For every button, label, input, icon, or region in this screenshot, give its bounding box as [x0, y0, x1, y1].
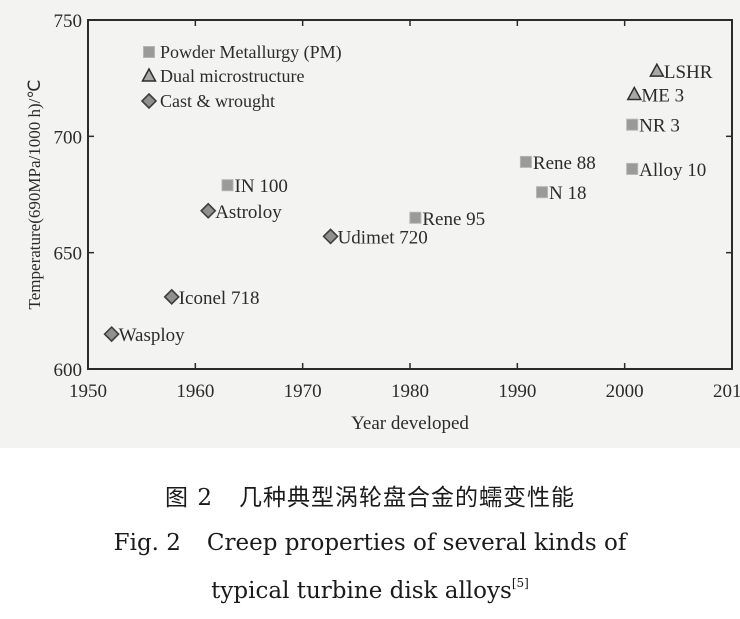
point-label: Udimet 720: [338, 227, 428, 248]
point-label: Rene 95: [422, 209, 485, 230]
point-marker-pm: [536, 186, 549, 199]
legend-marker-dual: [141, 67, 157, 82]
chart-figure: 1950 1960 1970 1980 1990 2000 2010 600 650 700 750…: [0, 0, 740, 448]
caption-english-line-2: typical turbine disk alloys[5]: [0, 576, 740, 604]
x-axis-label: Year developed: [351, 413, 469, 434]
point-label: Iconel 718: [179, 288, 260, 309]
x-tick-label: 1970: [284, 381, 322, 402]
axes: 1950 1960 1970 1980 1990 2000 2010 600 650 700 750…: [25, 11, 740, 434]
caption-english-line-1: Fig. 2 Creep properties of several kinds …: [0, 530, 740, 556]
legend-label-pm: Powder Metallurgy (PM): [160, 42, 342, 63]
y-tick-label: 600: [54, 360, 83, 381]
point-marker-pm: [626, 162, 639, 175]
point-label: LSHR: [664, 62, 713, 83]
point-label: IN 100: [235, 176, 288, 197]
x-tick-label: 1980: [391, 381, 429, 402]
y-tick-label: 650: [54, 244, 83, 265]
x-tick-label: 2010: [713, 381, 740, 402]
x-tick-label: 1990: [498, 381, 536, 402]
point-marker-pm: [519, 155, 532, 168]
point-marker-pm: [409, 211, 422, 224]
y-axis-label: Temperature(690MPa/1000 h)/℃: [25, 80, 44, 310]
point-label: N 18: [549, 183, 586, 204]
legend-label-cw: Cast & wrought: [160, 91, 275, 111]
legend: Powder Metallurgy (PM) Dual microstructur…: [140, 42, 342, 111]
caption-chinese-text: 几种典型涡轮盘合金的蠕变性能: [238, 485, 575, 511]
point-marker-pm: [221, 179, 234, 192]
caption-citation: [5]: [511, 576, 529, 591]
point-marker-cw: [163, 288, 180, 306]
point-marker-cw: [200, 202, 217, 219]
x-tick-label: 2000: [606, 381, 644, 402]
point-marker-pm: [626, 118, 639, 131]
point-label: Alloy 10: [639, 160, 706, 181]
x-tick-label: 1960: [176, 381, 214, 402]
chart-svg: 1950 1960 1970 1980 1990 2000 2010 600 650 700 750…: [25, 11, 740, 434]
point-marker-cw: [322, 228, 339, 245]
caption-english-figure-number: Fig. 2: [113, 530, 181, 556]
point-label: ME 3: [641, 85, 684, 106]
legend-marker-cw: [140, 92, 158, 110]
point-label: NR 3: [639, 116, 680, 137]
point-label: Wasploy: [119, 325, 186, 346]
y-tick-label: 750: [54, 11, 83, 32]
point-label: Rene 88: [533, 153, 596, 174]
point-marker-dual: [649, 62, 665, 77]
caption-english-text-2: typical turbine disk alloys: [211, 578, 512, 604]
point-marker-cw: [103, 325, 120, 343]
legend-label-dual: Dual microstructure: [160, 66, 304, 86]
point-label: Astroloy: [215, 202, 282, 223]
x-tick-label: 1950: [69, 381, 107, 402]
caption-english-text-1: Creep properties of several kinds of: [206, 530, 627, 556]
caption-chinese-figure-number: 图 2: [165, 485, 213, 511]
point-marker-dual: [626, 85, 643, 101]
data-points: Wasploy Iconel 718 Astroloy Udimet 720 IN 10…: [103, 62, 713, 346]
y-tick-label: 700: [54, 127, 83, 148]
legend-marker-pm: [143, 46, 155, 58]
caption-chinese: 图 2 几种典型涡轮盘合金的蠕变性能: [0, 478, 740, 512]
